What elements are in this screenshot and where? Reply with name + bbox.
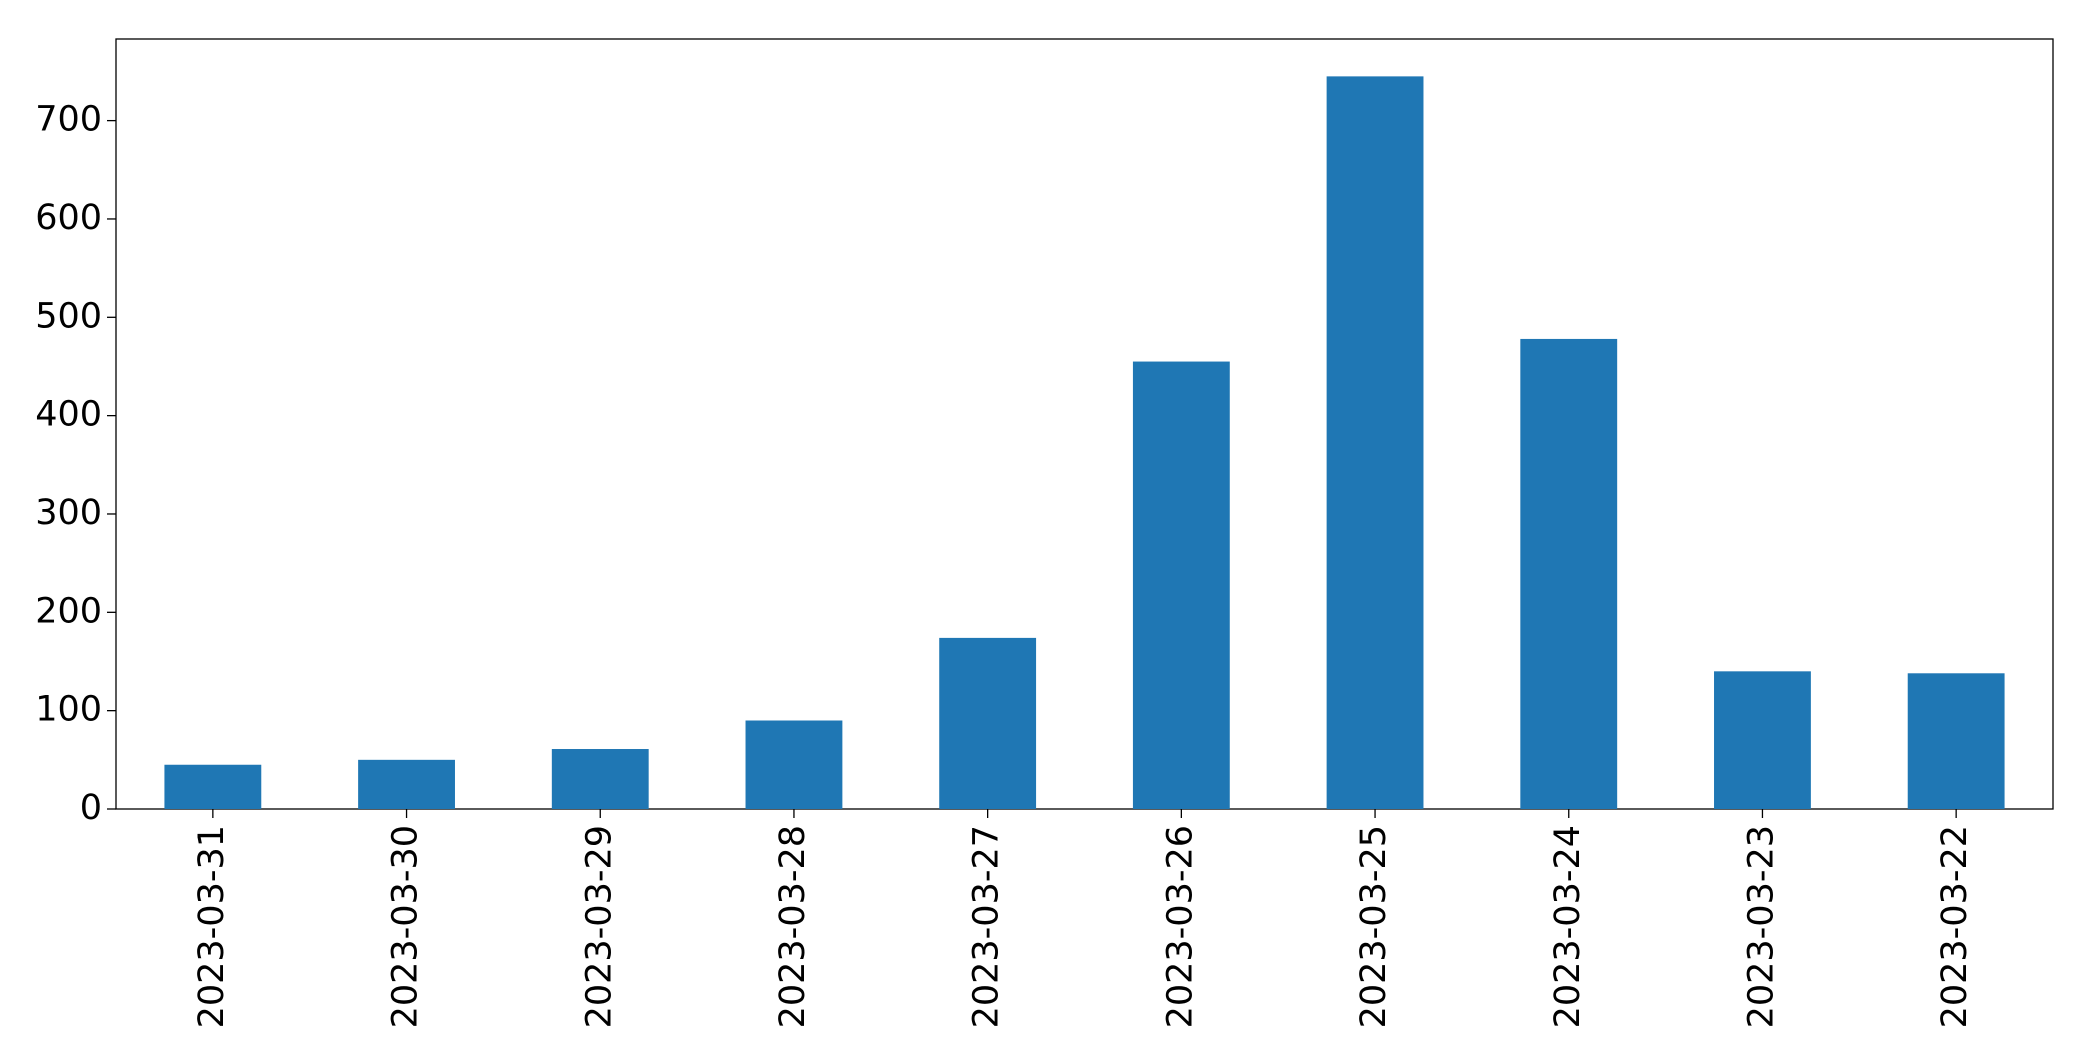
y-tick-label: 200 xyxy=(35,591,102,631)
y-tick-label: 700 xyxy=(35,100,102,140)
plot-frame xyxy=(115,38,2054,810)
y-tick-label: 400 xyxy=(35,395,102,435)
y-tick-label: 100 xyxy=(35,690,102,730)
bar xyxy=(551,749,649,809)
bar xyxy=(745,720,843,809)
x-tick-label: 2023-03-28 xyxy=(773,825,813,1028)
bar xyxy=(1520,338,1618,809)
bar xyxy=(1326,76,1424,810)
x-tick-label: 2023-03-27 xyxy=(967,825,1007,1028)
x-tick-label: 2023-03-22 xyxy=(1935,825,1975,1028)
bar xyxy=(1714,671,1811,809)
bar xyxy=(358,759,455,809)
bar xyxy=(939,637,1037,809)
x-tick-label: 2023-03-30 xyxy=(386,825,426,1028)
x-tick-label: 2023-03-24 xyxy=(1548,825,1588,1028)
bar xyxy=(1132,361,1230,809)
x-tick-label: 2023-03-29 xyxy=(579,825,619,1028)
x-tick-label: 2023-03-23 xyxy=(1741,825,1781,1028)
bar xyxy=(164,764,262,809)
y-tick-label: 0 xyxy=(80,788,102,828)
x-tick-label: 2023-03-25 xyxy=(1354,825,1394,1028)
x-tick-label: 2023-03-31 xyxy=(192,825,232,1028)
x-tick-label: 2023-03-26 xyxy=(1160,825,1200,1028)
bar xyxy=(1907,673,2005,809)
y-tick-label: 500 xyxy=(35,296,102,336)
y-tick-label: 600 xyxy=(35,198,102,238)
y-tick-label: 300 xyxy=(35,493,102,533)
